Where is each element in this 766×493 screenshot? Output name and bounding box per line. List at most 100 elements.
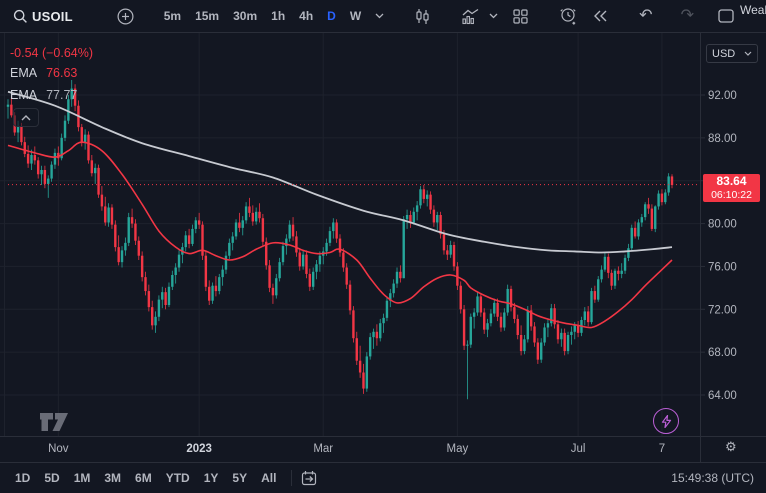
indicators-icon xyxy=(462,8,479,24)
candle-body xyxy=(462,309,466,346)
range-button-3M[interactable]: 3M xyxy=(104,470,122,485)
compare-add-symbol-button[interactable] xyxy=(110,7,141,25)
timeframe-menu-button[interactable] xyxy=(368,13,391,19)
range-button-1M[interactable]: 1M xyxy=(73,470,91,485)
ema-fast-label: EMA xyxy=(10,66,38,80)
ema-slow-row[interactable]: EMA 77.77 xyxy=(10,88,93,102)
layout-name-block[interactable]: Wealthy Educ... Save xyxy=(740,3,766,28)
chart-type-button[interactable] xyxy=(407,8,438,25)
candle-body xyxy=(311,271,315,287)
candle-body xyxy=(218,277,221,292)
timeframe-button-15m[interactable]: 15m xyxy=(195,8,220,23)
save-layout-button[interactable]: Wealthy Educ... Save xyxy=(711,3,766,28)
symbol-search-button[interactable]: USOIL xyxy=(6,9,86,24)
undo-button[interactable]: ↶ xyxy=(632,8,659,24)
candle-body xyxy=(114,224,117,248)
candle-body xyxy=(422,189,426,199)
candle-body xyxy=(57,152,60,159)
candle-body xyxy=(412,211,415,223)
replay-rewind-icon xyxy=(594,10,607,22)
candle-body xyxy=(134,223,137,241)
candle-body xyxy=(151,307,154,326)
candle-body xyxy=(47,178,50,184)
candle-body xyxy=(171,275,174,287)
range-button-1Y[interactable]: 1Y xyxy=(203,470,219,485)
range-button-1D[interactable]: 1D xyxy=(15,470,31,485)
candle-body xyxy=(513,307,516,319)
candle-body xyxy=(607,256,610,273)
candle-body xyxy=(563,332,566,352)
candle-body xyxy=(174,267,177,275)
layout-grid-button[interactable] xyxy=(505,8,536,25)
legend-collapse-button[interactable] xyxy=(13,108,39,127)
candle-body xyxy=(26,153,30,164)
candle-body xyxy=(627,248,630,258)
range-button-6M[interactable]: 6M xyxy=(135,470,152,485)
candle-body xyxy=(469,316,472,345)
candle-body xyxy=(97,167,100,195)
bar-close-countdown: 06:10:22 xyxy=(711,188,752,201)
candle-body xyxy=(379,323,382,339)
timeframe-button-5m[interactable]: 5m xyxy=(163,8,182,23)
price-axis-label: 76.00 xyxy=(708,261,737,273)
timezone-clock[interactable]: 15:49:38 (UTC) xyxy=(671,471,754,485)
timeframe-list: 5m 15m 30m 1h 4h D W xyxy=(157,0,368,33)
range-button-All[interactable]: All xyxy=(261,470,277,485)
chart-canvas[interactable]: 92.0088.0084.0080.0076.0072.0068.0064.00… xyxy=(0,33,766,462)
candle-body xyxy=(449,245,452,255)
price-axis-label: 68.00 xyxy=(708,347,737,359)
timeframe-button-30m[interactable]: 30m xyxy=(233,8,258,23)
boost-button[interactable] xyxy=(653,408,679,434)
candle-body xyxy=(342,252,345,268)
candle-body xyxy=(244,206,248,221)
candle-body xyxy=(590,291,593,323)
candle-body xyxy=(288,224,291,239)
alert-clock-icon xyxy=(560,8,576,25)
candle-body xyxy=(80,127,83,143)
ema-fast-row[interactable]: EMA 76.63 xyxy=(10,66,93,80)
candle-body xyxy=(630,227,633,249)
go-to-date-button[interactable] xyxy=(300,470,318,486)
layout-grid-icon xyxy=(513,8,528,24)
time-axis-settings-button[interactable]: ⚙ xyxy=(725,439,737,455)
candle-body xyxy=(425,194,429,199)
create-alert-button[interactable] xyxy=(552,7,585,25)
ema-fast-value: 76.63 xyxy=(46,66,78,80)
candle-body xyxy=(597,279,600,300)
indicator-templates-button[interactable] xyxy=(487,13,505,19)
candle-body xyxy=(73,88,77,106)
candle-body xyxy=(231,236,234,243)
candle-body xyxy=(610,272,613,286)
range-button-YTD[interactable]: YTD xyxy=(165,470,190,485)
candle-body xyxy=(640,217,644,223)
candle-body xyxy=(593,291,597,300)
candle-body xyxy=(43,170,47,184)
candle-body xyxy=(144,277,147,292)
candle-body xyxy=(291,224,295,237)
bar-replay-button[interactable] xyxy=(585,9,616,23)
candle-body xyxy=(516,318,519,335)
timeframe-button-D[interactable]: D xyxy=(327,8,336,23)
candle-body xyxy=(442,234,446,251)
timeframe-button-4h[interactable]: 4h xyxy=(299,8,314,23)
ema-slow-line xyxy=(7,90,673,254)
candle-body xyxy=(30,155,33,164)
candle-body xyxy=(647,204,650,209)
candle-body xyxy=(633,227,637,237)
timeframe-button-1h[interactable]: 1h xyxy=(271,8,286,23)
timeframe-button-W[interactable]: W xyxy=(349,8,362,23)
indicators-button[interactable] xyxy=(454,8,487,25)
candle-body xyxy=(486,323,489,330)
candle-body xyxy=(540,342,543,360)
candle-body xyxy=(278,262,281,279)
redo-button[interactable]: ↷ xyxy=(674,8,701,24)
range-button-5Y[interactable]: 5Y xyxy=(232,470,248,485)
candle-body xyxy=(234,222,238,237)
tradingview-logo[interactable] xyxy=(40,413,69,436)
candle-body xyxy=(301,254,305,267)
range-button-5D[interactable]: 5D xyxy=(44,470,60,485)
candle-body xyxy=(251,212,255,222)
currency-selector[interactable]: USD xyxy=(706,44,758,63)
candle-body xyxy=(238,222,241,228)
candle-body xyxy=(221,269,224,278)
